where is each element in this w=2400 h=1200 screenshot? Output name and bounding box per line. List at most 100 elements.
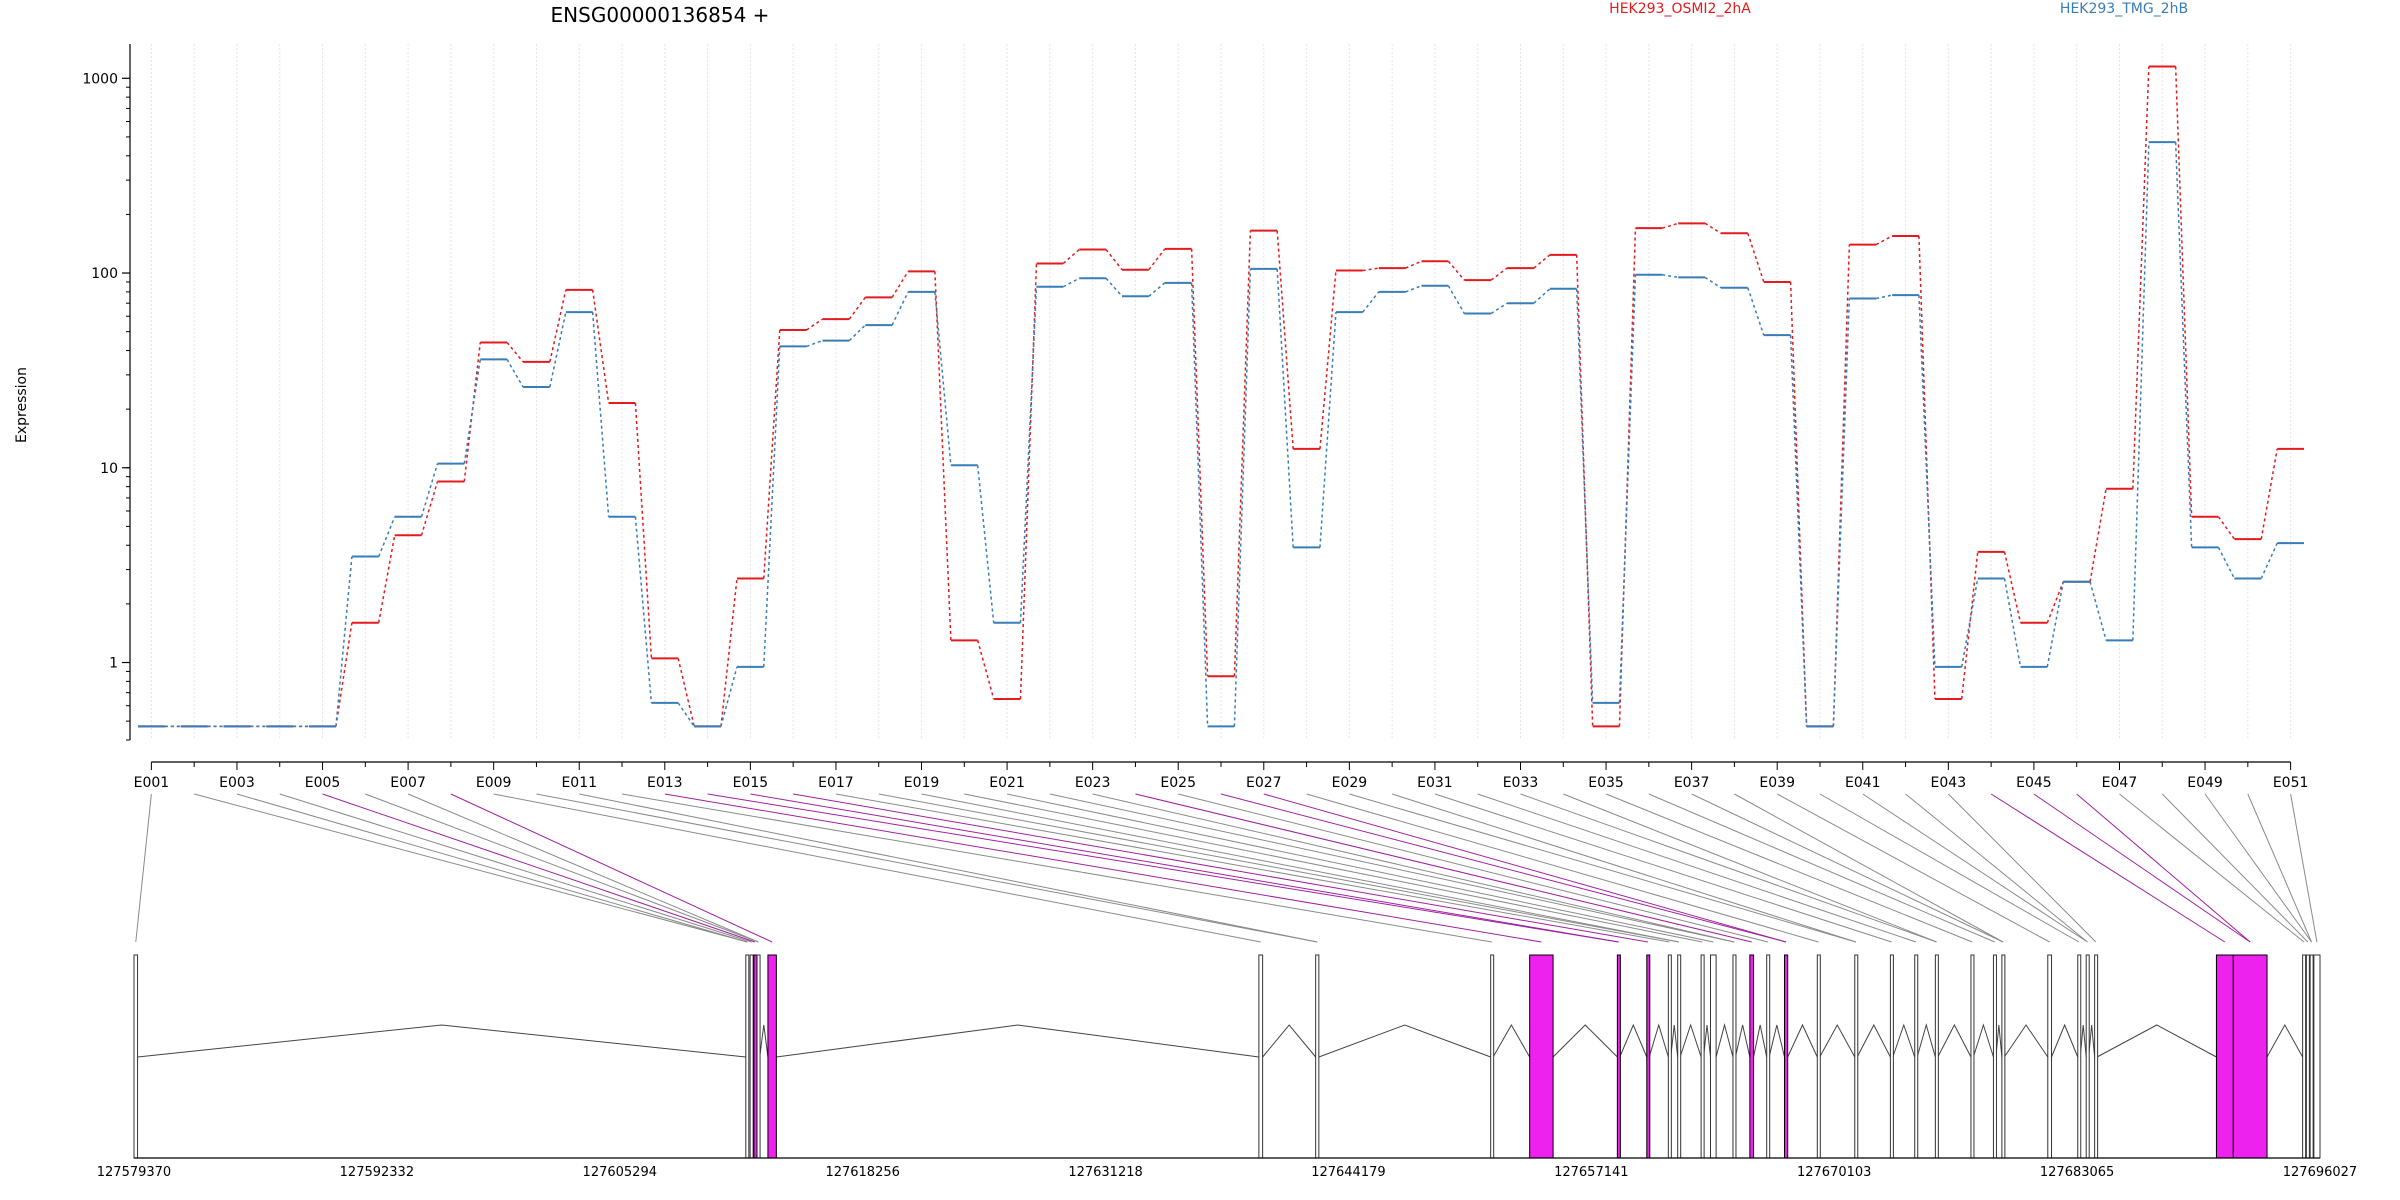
exon-connector (1648, 793, 1995, 943)
exon-connector (793, 793, 1649, 943)
intron (1619, 1023, 1648, 1058)
x-tick-label: E031 (1417, 775, 1453, 791)
exon (1766, 954, 1771, 1159)
exon-connector (279, 793, 752, 943)
exon-connector (450, 793, 773, 943)
x-tick-label: E013 (647, 775, 683, 791)
genomic-coordinate-axis: 127579370 127592332 127605294 127618256 1276… (97, 1157, 2357, 1180)
x-tick-label: E019 (904, 775, 940, 791)
step-connector (1233, 268, 1252, 727)
x-tick-label: E047 (2102, 775, 2138, 791)
step-connector (1233, 230, 1252, 677)
x-tick-label: E003 (219, 775, 255, 791)
intron (1768, 1024, 1785, 1058)
intron (1916, 1023, 1936, 1058)
intron (2003, 1024, 2049, 1058)
x-tick-label: E045 (2016, 775, 2052, 791)
intron (1753, 1024, 1768, 1058)
x-tick-label: E037 (1674, 775, 1710, 791)
coord-label: 127644179 (1311, 1165, 1385, 1180)
intron (1492, 1023, 1531, 1058)
intron (1648, 1023, 1669, 1058)
exon-connector (1990, 793, 2226, 943)
exon-connector (1520, 793, 1937, 943)
step-connector (2003, 578, 2022, 667)
exon (133, 954, 139, 1159)
step-connector (1105, 249, 1123, 271)
step-connector (506, 359, 524, 388)
step-connector (763, 346, 781, 667)
step-connector (806, 318, 823, 331)
step-connector (891, 270, 909, 298)
exon (2047, 954, 2053, 1159)
step-connector (1362, 267, 1379, 272)
exon-connector (1776, 793, 2050, 943)
exon (2313, 954, 2321, 1159)
step-connector (2260, 542, 2278, 579)
exon-connector (1734, 793, 2004, 943)
exon-connector (1049, 793, 1735, 943)
x-tick-label: E039 (1759, 775, 1795, 791)
step-connector (335, 622, 353, 727)
step-connector (506, 341, 524, 363)
coord-label: 127579370 (97, 1165, 171, 1180)
intron (137, 1024, 746, 1058)
exon-connector (135, 793, 152, 943)
exon (1992, 954, 1997, 1159)
exon (2077, 954, 2082, 1159)
intron (1670, 1024, 1679, 1058)
exon-connector (1563, 793, 1937, 943)
intron (776, 1024, 1259, 1058)
x-tick-label: E049 (2187, 775, 2223, 791)
intron (1552, 1024, 1618, 1058)
coord-label: 127592332 (340, 1165, 414, 1180)
step-connector (1918, 235, 1936, 699)
step-connector (677, 658, 695, 727)
step-connector (1105, 277, 1123, 297)
intron (1734, 1024, 1751, 1058)
step-connector (1148, 282, 1166, 297)
exon (1854, 954, 1859, 1159)
step-connector (1276, 268, 1294, 548)
step-connector (806, 339, 823, 348)
coord-label: 127670103 (1797, 1165, 1871, 1180)
exon-highlighted (2215, 954, 2234, 1159)
exon-connector (1819, 793, 2080, 943)
intron (1679, 1023, 1702, 1058)
exon-connector (2247, 793, 2312, 943)
intron (2096, 1024, 2217, 1058)
exon-connector (621, 793, 1492, 943)
exon-highlighted (1784, 954, 1789, 1159)
step-connector (1704, 222, 1722, 234)
step-connector (2003, 551, 2022, 623)
x-tick-label: E009 (476, 775, 512, 791)
intron (2051, 1023, 2079, 1058)
step-connector (1832, 298, 1851, 727)
x-tick-label: E033 (1503, 775, 1539, 791)
intron (1703, 1024, 1711, 1058)
step-connector (677, 702, 695, 727)
intron (1715, 1023, 1734, 1058)
exon-highlighted (1646, 954, 1651, 1159)
step-connector (1876, 294, 1893, 300)
step-connector (378, 516, 396, 557)
exon-connector (579, 793, 1318, 943)
step-connector (1490, 302, 1508, 315)
step-connector (2046, 581, 2065, 667)
step-connector (549, 289, 567, 362)
exon-highlighted (2232, 954, 2268, 1159)
exon (1970, 954, 1975, 1159)
x-tick-label: E021 (989, 775, 1025, 791)
exon-connector (1905, 793, 2088, 943)
step-connector (1960, 578, 1979, 667)
exon-connector (1477, 793, 1917, 943)
step-connector (1019, 286, 1038, 623)
intron (1937, 1023, 1972, 1058)
step-connector (2217, 516, 2236, 540)
exon-connector (2119, 793, 2305, 943)
exon-connector-lines (135, 793, 2318, 943)
intron (1892, 1023, 1916, 1058)
step-connector (1789, 335, 1808, 727)
exon (1934, 954, 1939, 1159)
